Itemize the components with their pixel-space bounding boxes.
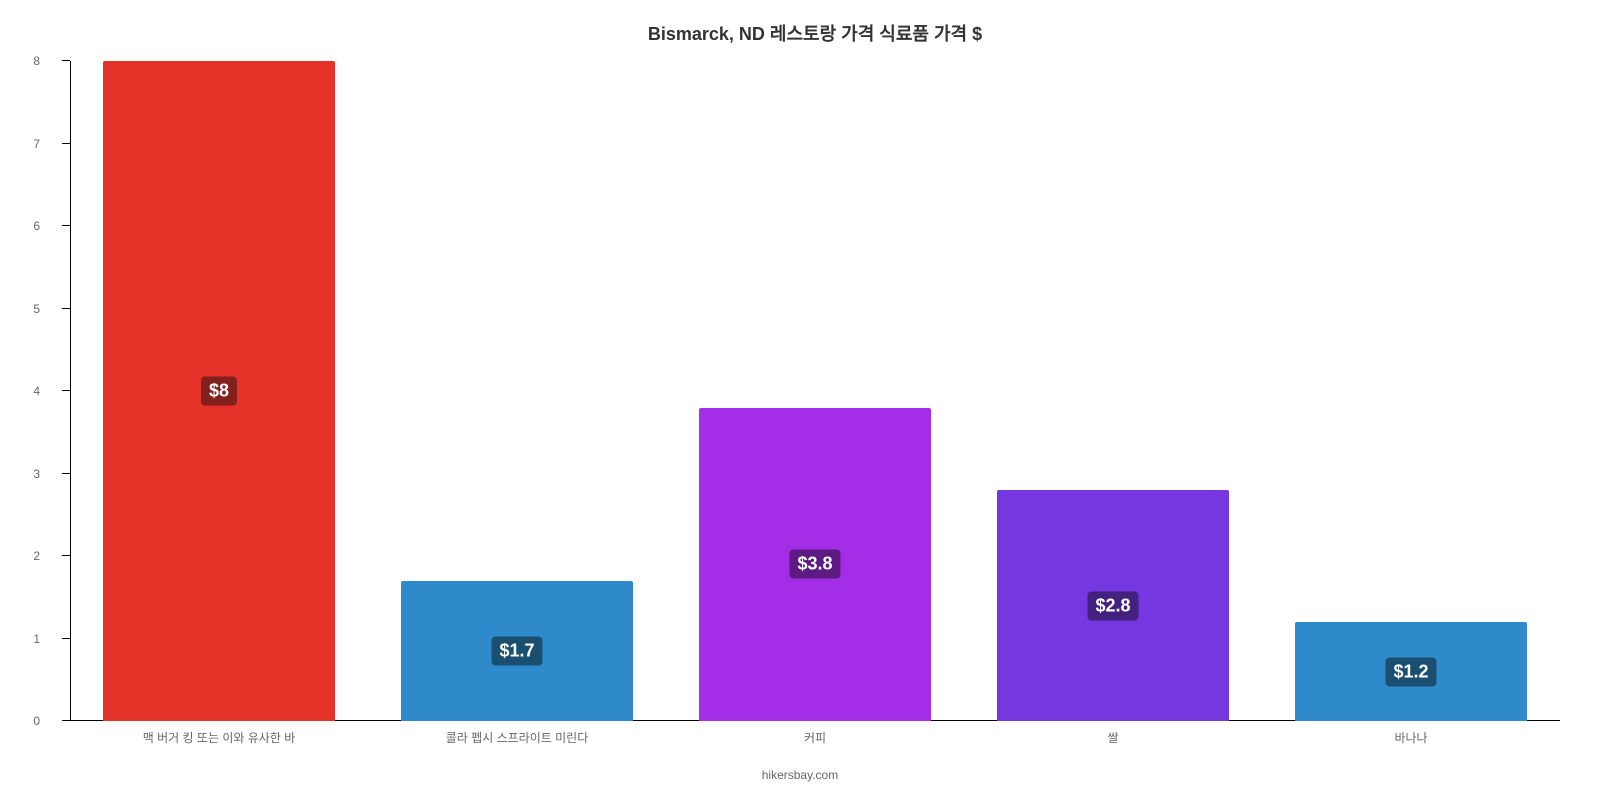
y-tick-label: 8 — [33, 54, 40, 68]
chart-title: Bismarck, ND 레스토랑 가격 식료품 가격 $ — [70, 20, 1560, 46]
y-tick-mark — [62, 308, 70, 309]
chart-container: Bismarck, ND 레스토랑 가격 식료품 가격 $ 012345678 … — [0, 0, 1600, 800]
y-tick: 7 — [33, 135, 40, 153]
bar-slot: $1.7 — [368, 61, 666, 721]
bar-value-label: $3.8 — [789, 550, 840, 579]
y-tick-mark — [62, 225, 70, 226]
y-tick-mark — [62, 143, 70, 144]
credit-text: hikersbay.com — [0, 768, 1600, 782]
y-tick: 3 — [33, 465, 40, 483]
bar-value-label: $2.8 — [1087, 591, 1138, 620]
x-axis-label: 맥 버거 킹 또는 이와 유사한 바 — [70, 729, 368, 746]
y-tick: 4 — [33, 382, 40, 400]
x-axis-label: 바나나 — [1262, 729, 1560, 746]
y-tick-mark — [62, 60, 70, 61]
y-tick: 2 — [33, 547, 40, 565]
y-tick: 1 — [33, 630, 40, 648]
bar-slot: $8 — [70, 61, 368, 721]
y-tick-mark — [62, 473, 70, 474]
x-axis-label: 콜라 펩시 스프라이트 미린다 — [368, 729, 666, 746]
y-tick: 6 — [33, 217, 40, 235]
bar-value-label: $1.2 — [1385, 657, 1436, 686]
bar: $1.2 — [1295, 622, 1527, 721]
bar-slot: $2.8 — [964, 61, 1262, 721]
bar: $8 — [103, 61, 335, 721]
y-tick-label: 3 — [33, 467, 40, 481]
bar: $1.7 — [401, 581, 633, 721]
bars-area: $8 $1.7 $3.8 $2.8 $1.2 — [70, 61, 1560, 721]
y-tick-label: 2 — [33, 549, 40, 563]
y-tick: 5 — [33, 300, 40, 318]
bar-value-label: $1.7 — [491, 636, 542, 665]
y-tick-mark — [62, 390, 70, 391]
bar: $2.8 — [997, 490, 1229, 721]
y-tick-label: 7 — [33, 137, 40, 151]
bar-value-label: $8 — [201, 377, 237, 406]
x-axis-label: 쌀 — [964, 729, 1262, 746]
y-tick-label: 1 — [33, 632, 40, 646]
y-tick-mark — [62, 555, 70, 556]
y-tick-mark — [62, 638, 70, 639]
bar-slot: $1.2 — [1262, 61, 1560, 721]
bar-slot: $3.8 — [666, 61, 964, 721]
x-axis-label: 커피 — [666, 729, 964, 746]
y-tick: 8 — [33, 52, 40, 70]
y-tick-label: 0 — [33, 714, 40, 728]
y-tick-label: 4 — [33, 384, 40, 398]
x-axis-labels: 맥 버거 킹 또는 이와 유사한 바콜라 펩시 스프라이트 미린다커피쌀바나나 — [70, 729, 1560, 746]
y-tick-mark — [62, 720, 70, 721]
plot-area: 012345678 $8$1.7$3.8$2.8$1.2 — [70, 61, 1560, 721]
y-tick-label: 6 — [33, 219, 40, 233]
bar: $3.8 — [699, 408, 931, 722]
y-tick: 0 — [33, 712, 40, 730]
y-tick-label: 5 — [33, 302, 40, 316]
